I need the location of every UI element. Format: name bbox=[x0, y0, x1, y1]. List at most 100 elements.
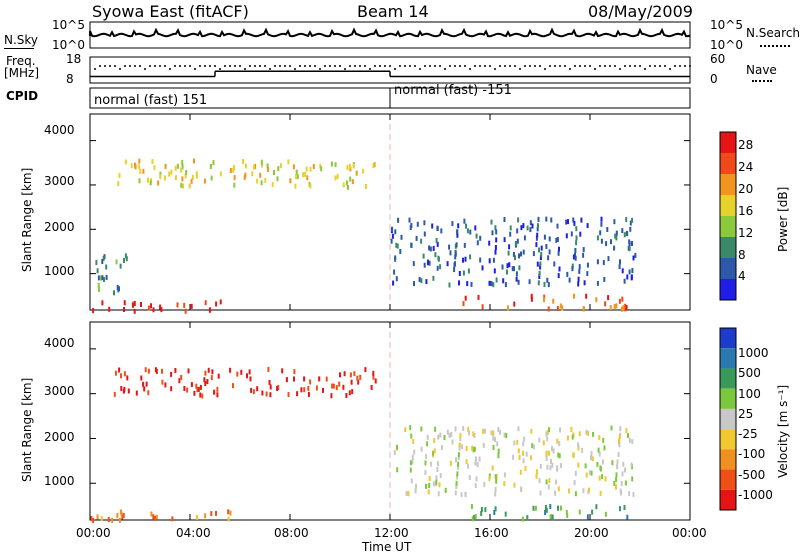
velocity-cell bbox=[618, 442, 621, 448]
power-cell bbox=[449, 250, 452, 256]
velocity-cell bbox=[456, 471, 459, 477]
velocity-cell bbox=[459, 436, 462, 442]
nave-dot bbox=[199, 65, 201, 67]
velocity-cell bbox=[293, 376, 295, 382]
nave-dot bbox=[239, 65, 241, 67]
power-cell bbox=[615, 235, 618, 241]
xtick-2: 08:00 bbox=[274, 526, 309, 540]
power-cell bbox=[578, 268, 581, 274]
power-cell bbox=[256, 178, 259, 184]
power-cell bbox=[330, 161, 333, 167]
power-cell bbox=[538, 270, 541, 276]
power-cell bbox=[531, 223, 534, 229]
velocity-cell bbox=[183, 386, 186, 391]
power-cell bbox=[294, 183, 297, 189]
nave-dot bbox=[609, 65, 611, 67]
nave-dot bbox=[164, 65, 166, 67]
power-cell bbox=[574, 255, 577, 261]
power-cell bbox=[395, 276, 398, 282]
nave-dot bbox=[149, 65, 151, 67]
power-cell bbox=[296, 174, 299, 180]
power-cell bbox=[474, 225, 477, 231]
power-cell bbox=[372, 163, 375, 169]
velocity-cell bbox=[611, 460, 614, 466]
velocity-cell bbox=[439, 432, 442, 438]
nave-dot bbox=[529, 65, 531, 67]
nsearch-legend-line bbox=[760, 45, 790, 47]
velocity-cell bbox=[459, 433, 462, 439]
velocity-cell bbox=[586, 514, 589, 520]
velocity-cell bbox=[303, 376, 306, 382]
velocity-cell bbox=[628, 491, 631, 497]
velocity-cell bbox=[446, 429, 449, 435]
power-cell bbox=[254, 163, 257, 169]
power-cell bbox=[422, 253, 425, 259]
nave-dot bbox=[519, 68, 521, 70]
power-cell bbox=[103, 277, 105, 282]
velocity-cell bbox=[497, 448, 500, 454]
velocity-cell bbox=[342, 384, 345, 390]
velocity-cell bbox=[201, 393, 204, 399]
power-cell bbox=[515, 271, 518, 277]
nave-dot bbox=[324, 65, 326, 67]
velocity-cell bbox=[604, 476, 607, 482]
power-cell bbox=[195, 171, 198, 177]
velocity-cell bbox=[424, 460, 427, 466]
velocity-colorbar-segment bbox=[720, 449, 736, 470]
velocity-cell bbox=[494, 491, 497, 497]
nave-dot bbox=[614, 65, 616, 67]
nave-dot bbox=[449, 65, 451, 67]
power-cell bbox=[479, 235, 482, 241]
power-cell bbox=[543, 297, 545, 303]
velocity-cell bbox=[631, 439, 634, 445]
power-cell bbox=[457, 223, 460, 229]
velocity-cell bbox=[216, 392, 219, 398]
velocity-cell bbox=[409, 425, 412, 431]
velocity-cell bbox=[524, 465, 527, 471]
power-cell bbox=[530, 293, 533, 299]
power-cell bbox=[537, 216, 540, 222]
power-cell bbox=[147, 177, 149, 183]
power-cb-label: Power [dB] bbox=[776, 186, 790, 252]
power-cell bbox=[507, 250, 510, 256]
power-cell bbox=[352, 163, 355, 169]
velocity-cell bbox=[557, 505, 559, 511]
velocity-cell bbox=[426, 434, 429, 440]
velocity-cell bbox=[396, 467, 399, 473]
power-cb-tick-24: 24 bbox=[738, 160, 754, 174]
power-cell bbox=[400, 234, 403, 240]
nave-dot bbox=[659, 65, 661, 67]
velocity-cell bbox=[482, 429, 485, 434]
power-cell bbox=[95, 260, 98, 266]
velocity-cell bbox=[123, 371, 126, 377]
power-cell bbox=[139, 169, 142, 174]
velocity-cell bbox=[111, 517, 114, 523]
power-cell bbox=[607, 295, 610, 301]
nave-dot bbox=[649, 65, 651, 67]
velocity-cell bbox=[199, 392, 202, 398]
velocity-cell bbox=[521, 516, 524, 522]
velocity-cell bbox=[267, 366, 270, 372]
nave-dot bbox=[499, 65, 501, 67]
velocity-cell bbox=[413, 449, 416, 455]
velocity-cell bbox=[626, 514, 629, 520]
nave-dot bbox=[299, 65, 301, 67]
power-cell bbox=[503, 217, 506, 222]
nave-dot bbox=[384, 65, 386, 67]
power-cell bbox=[342, 182, 345, 188]
power-cell bbox=[547, 282, 550, 288]
power-cell bbox=[96, 268, 99, 274]
power-cell bbox=[102, 255, 105, 261]
power-cell bbox=[586, 223, 589, 229]
velocity-cell bbox=[92, 518, 95, 523]
power-cell bbox=[437, 255, 440, 261]
velocity-cell bbox=[549, 465, 552, 471]
velocity-cell bbox=[588, 487, 591, 493]
power-cell bbox=[628, 269, 631, 275]
power-cell bbox=[631, 268, 634, 274]
velocity-cell bbox=[229, 367, 232, 373]
power-cell bbox=[348, 163, 351, 169]
power-cell bbox=[428, 245, 431, 251]
velocity-cell bbox=[627, 433, 629, 439]
power-cell bbox=[625, 305, 628, 310]
